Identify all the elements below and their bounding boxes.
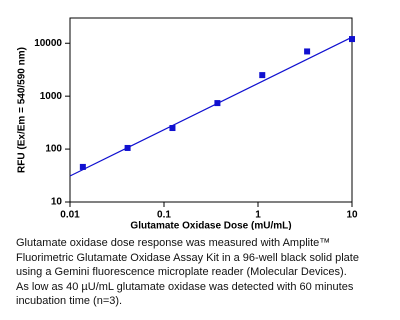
y-axis-title: RFU (Ex/Em = 540/590 nm) <box>17 47 28 173</box>
caption-line: Fluorimetric Glutamate Oxidase Assay Kit… <box>16 251 359 264</box>
caption-line: using a Gemini fluorescence microplate r… <box>16 266 347 278</box>
plot-frame <box>69 17 353 203</box>
x-tick-label: 10 <box>346 210 358 221</box>
x-tick-label: 0.01 <box>60 210 80 221</box>
y-tick-label: 10000 <box>34 38 62 49</box>
data-point <box>259 72 266 79</box>
y-tick-label: 10 <box>51 197 63 208</box>
caption-line: incubation time (n=3). <box>16 295 123 307</box>
data-point <box>124 144 131 151</box>
data-point <box>169 125 176 132</box>
data-point <box>214 100 221 107</box>
y-tick-label: 100 <box>45 144 62 155</box>
caption-line: As low as 40 µU/mL glutamate oxidase was… <box>16 280 354 293</box>
x-axis-title: Glutamate Oxidase Dose (mU/mL) <box>130 221 291 230</box>
y-tick-label: 1000 <box>40 91 63 102</box>
data-point <box>304 48 311 55</box>
caption-line: Glutamate oxidase dose response was meas… <box>16 237 331 249</box>
x-tick-label: 0.1 <box>157 210 171 221</box>
data-point <box>349 36 355 43</box>
x-tick-label: 1 <box>255 210 261 221</box>
chart: Glutamate Oxidase Dose (mU/mL) RFU (Ex/E… <box>17 17 358 230</box>
caption: Glutamate oxidase dose response was meas… <box>16 236 396 309</box>
fit-line <box>69 36 353 177</box>
data-point <box>79 163 86 170</box>
